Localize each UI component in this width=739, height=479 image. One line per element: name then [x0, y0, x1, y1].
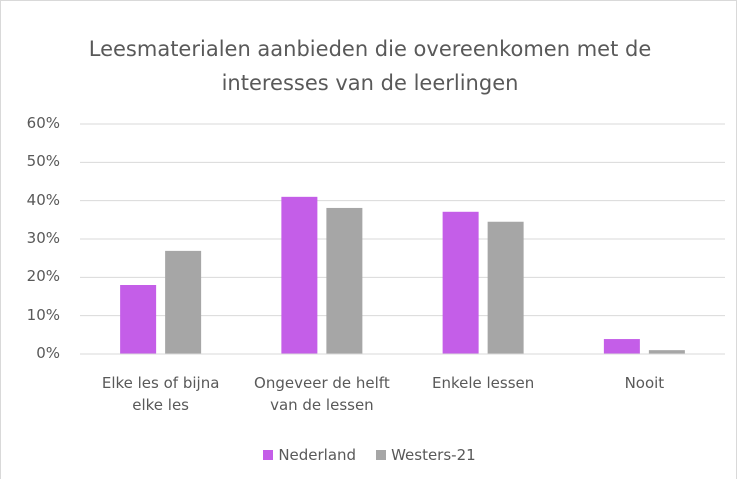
- y-tick-label: 10%: [26, 305, 60, 324]
- y-tick-label: 20%: [26, 267, 60, 286]
- bar: [326, 207, 363, 354]
- bar: [487, 221, 524, 354]
- y-tick-label: 0%: [36, 344, 60, 362]
- bar: [281, 196, 318, 354]
- bar: [603, 339, 640, 354]
- legend-swatch: [263, 450, 274, 460]
- y-tick-label: 30%: [26, 229, 60, 247]
- y-tick-label: 50%: [26, 152, 60, 171]
- legend-item: Westers-21: [376, 446, 476, 464]
- legend-item: Nederland: [263, 446, 356, 464]
- legend-label: Westers-21: [391, 446, 476, 464]
- y-tick-label: 60%: [26, 114, 60, 132]
- x-tick-label: Enkele lessen: [431, 374, 535, 392]
- chart-title: Leesmaterialen aanbieden die overeenkome…: [88, 37, 652, 95]
- legend-label: Nederland: [278, 446, 357, 464]
- bar: [442, 211, 479, 354]
- bar: [120, 285, 157, 354]
- x-tick-label: Elke les of bijna elke les: [101, 374, 220, 414]
- x-tick-label: Nooit: [624, 374, 665, 392]
- bar: [165, 250, 202, 354]
- legend: Nederland Westers-21: [0, 446, 739, 464]
- bar: [648, 350, 685, 354]
- y-tick-label: 40%: [26, 190, 60, 209]
- x-tick-label: Ongeveer de helft van de lessen: [254, 374, 390, 414]
- legend-swatch: [376, 450, 387, 460]
